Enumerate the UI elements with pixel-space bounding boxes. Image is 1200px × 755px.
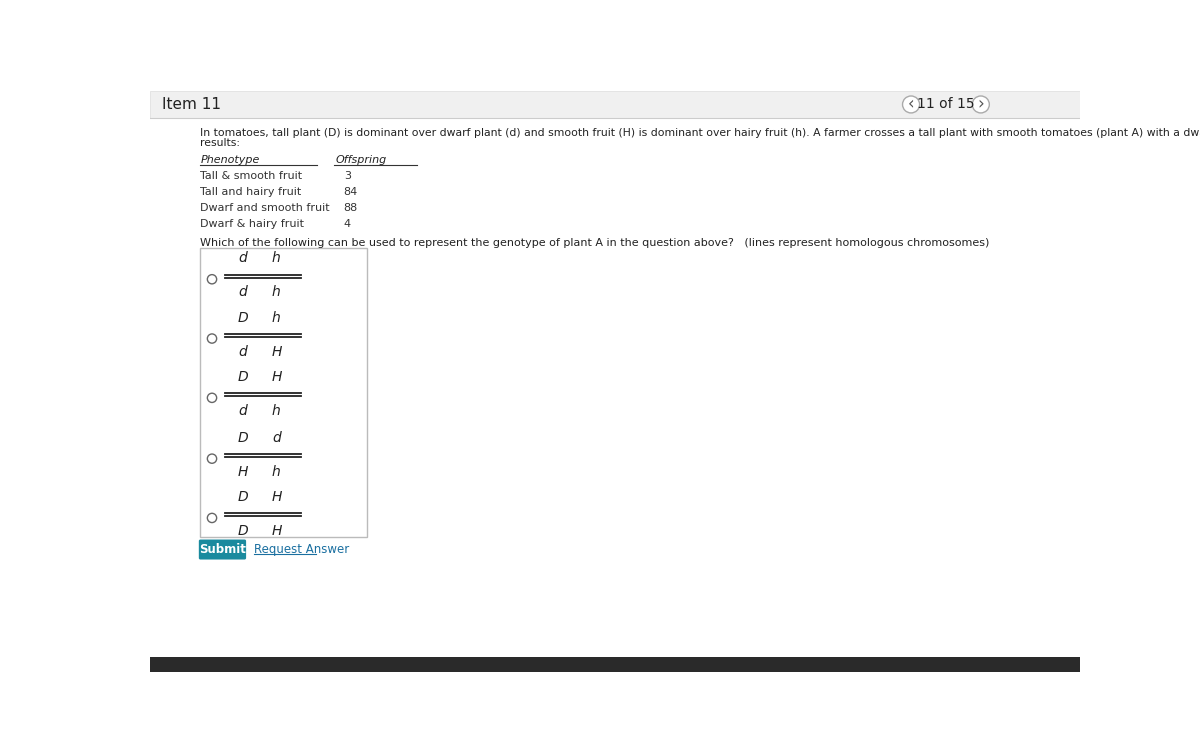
Text: In tomatoes, tall plant (D) is dominant over dwarf plant (d) and smooth fruit (H: In tomatoes, tall plant (D) is dominant …	[200, 128, 1200, 138]
Text: d: d	[239, 345, 247, 359]
FancyBboxPatch shape	[200, 248, 367, 538]
Text: Dwarf and smooth fruit: Dwarf and smooth fruit	[200, 203, 330, 213]
Text: 88: 88	[343, 203, 358, 213]
Text: 84: 84	[343, 186, 358, 197]
FancyBboxPatch shape	[150, 91, 1080, 118]
Text: 4: 4	[343, 219, 350, 230]
Text: Item 11: Item 11	[162, 97, 221, 112]
Circle shape	[208, 275, 217, 284]
Text: H: H	[238, 465, 248, 479]
Text: h: h	[272, 465, 281, 479]
Text: D: D	[238, 490, 248, 504]
Text: H: H	[271, 490, 282, 504]
Text: Tall & smooth fruit: Tall & smooth fruit	[200, 171, 302, 180]
Text: d: d	[239, 285, 247, 300]
Text: h: h	[272, 404, 281, 418]
Text: d: d	[239, 251, 247, 266]
Text: H: H	[271, 524, 282, 538]
Circle shape	[208, 513, 217, 522]
Text: Phenotype: Phenotype	[200, 155, 259, 165]
Text: Tall and hairy fruit: Tall and hairy fruit	[200, 186, 301, 197]
Text: D: D	[238, 370, 248, 384]
Text: H: H	[271, 345, 282, 359]
Text: d: d	[272, 431, 281, 445]
Circle shape	[208, 334, 217, 344]
Text: h: h	[272, 310, 281, 325]
Text: D: D	[238, 310, 248, 325]
FancyBboxPatch shape	[150, 657, 1080, 672]
Text: ›: ›	[978, 95, 984, 113]
Text: h: h	[272, 251, 281, 266]
Text: D: D	[238, 524, 248, 538]
Text: h: h	[272, 285, 281, 300]
Text: 11 of 15: 11 of 15	[917, 97, 974, 112]
Text: Which of the following can be used to represent the genotype of plant A in the q: Which of the following can be used to re…	[200, 239, 990, 248]
Text: ‹: ‹	[907, 95, 914, 113]
FancyBboxPatch shape	[199, 540, 246, 559]
Text: d: d	[239, 404, 247, 418]
Text: results:: results:	[200, 138, 240, 148]
Circle shape	[972, 96, 989, 113]
Text: Dwarf & hairy fruit: Dwarf & hairy fruit	[200, 219, 305, 230]
Text: Request Answer: Request Answer	[254, 543, 349, 556]
Text: Submit: Submit	[199, 543, 246, 556]
Circle shape	[902, 96, 919, 113]
Text: D: D	[238, 431, 248, 445]
Text: Offspring: Offspring	[336, 155, 388, 165]
Text: 3: 3	[343, 171, 350, 180]
Circle shape	[208, 454, 217, 464]
Text: H: H	[271, 370, 282, 384]
Circle shape	[208, 393, 217, 402]
